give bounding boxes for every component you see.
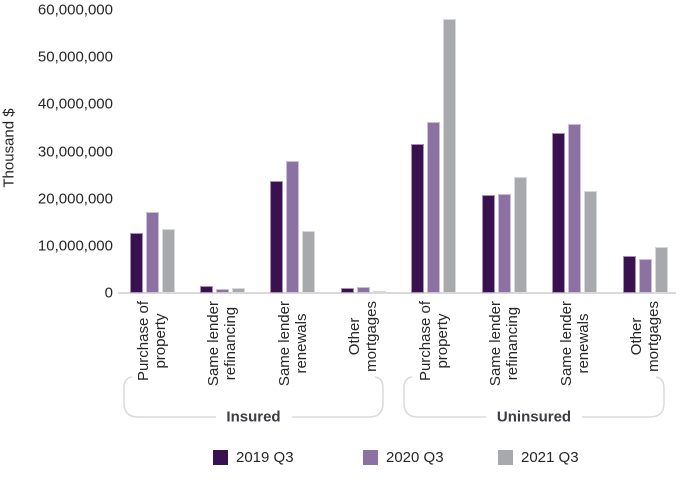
bar-2021-q3 <box>443 19 457 293</box>
legend-label: 2021 Q3 <box>521 449 579 466</box>
bar-2019-q3 <box>129 233 143 293</box>
bar-2020-q3 <box>427 122 441 293</box>
legend-item-2021-q3: 2021 Q3 <box>498 449 579 466</box>
bar-2019-q3 <box>481 195 495 293</box>
bar-2020-q3 <box>568 124 582 293</box>
y-tick-label: 10,000,000 <box>37 237 113 255</box>
legend-swatch-2020-q3 <box>363 450 378 465</box>
bar-2020-q3 <box>497 194 511 293</box>
bar-2021-q3 <box>654 247 668 293</box>
legend-swatch-2021-q3 <box>498 450 513 465</box>
bar-2021-q3 <box>513 177 527 293</box>
bar-2021-q3 <box>372 291 386 293</box>
bar-2019-q3 <box>340 288 354 293</box>
bar-2020-q3 <box>286 161 300 293</box>
y-tick-label: 60,000,000 <box>37 1 113 19</box>
bar-2020-q3 <box>638 259 652 293</box>
bar-2019-q3 <box>622 256 636 293</box>
legend-item-2020-q3: 2020 Q3 <box>363 449 444 466</box>
bar-2019-q3 <box>270 181 284 293</box>
bar-2019-q3 <box>552 133 566 293</box>
bar-2021-q3 <box>584 191 598 293</box>
bar-2021-q3 <box>231 288 245 293</box>
bar-2020-q3 <box>356 287 370 293</box>
bar-2021-q3 <box>161 229 175 293</box>
legend-item-2019-q3: 2019 Q3 <box>213 449 294 466</box>
x-axis-line <box>118 292 676 294</box>
y-tick-label: 20,000,000 <box>37 190 113 208</box>
legend-swatch-2019-q3 <box>213 450 228 465</box>
y-tick-label: 50,000,000 <box>37 48 113 66</box>
y-tick-label: 40,000,000 <box>37 95 113 113</box>
bar-2020-q3 <box>215 289 229 293</box>
bar-2021-q3 <box>302 231 316 293</box>
legend-label: 2020 Q3 <box>386 449 444 466</box>
y-tick-label: 0 <box>104 284 113 302</box>
bar-2019-q3 <box>199 286 213 293</box>
legend-label: 2019 Q3 <box>236 449 294 466</box>
group-label-insured: Insured <box>215 408 292 426</box>
group-label-uninsured: Uninsured <box>485 408 583 426</box>
y-tick-label: 30,000,000 <box>37 143 113 160</box>
bar-2019-q3 <box>411 144 425 293</box>
bar-2020-q3 <box>145 212 159 293</box>
